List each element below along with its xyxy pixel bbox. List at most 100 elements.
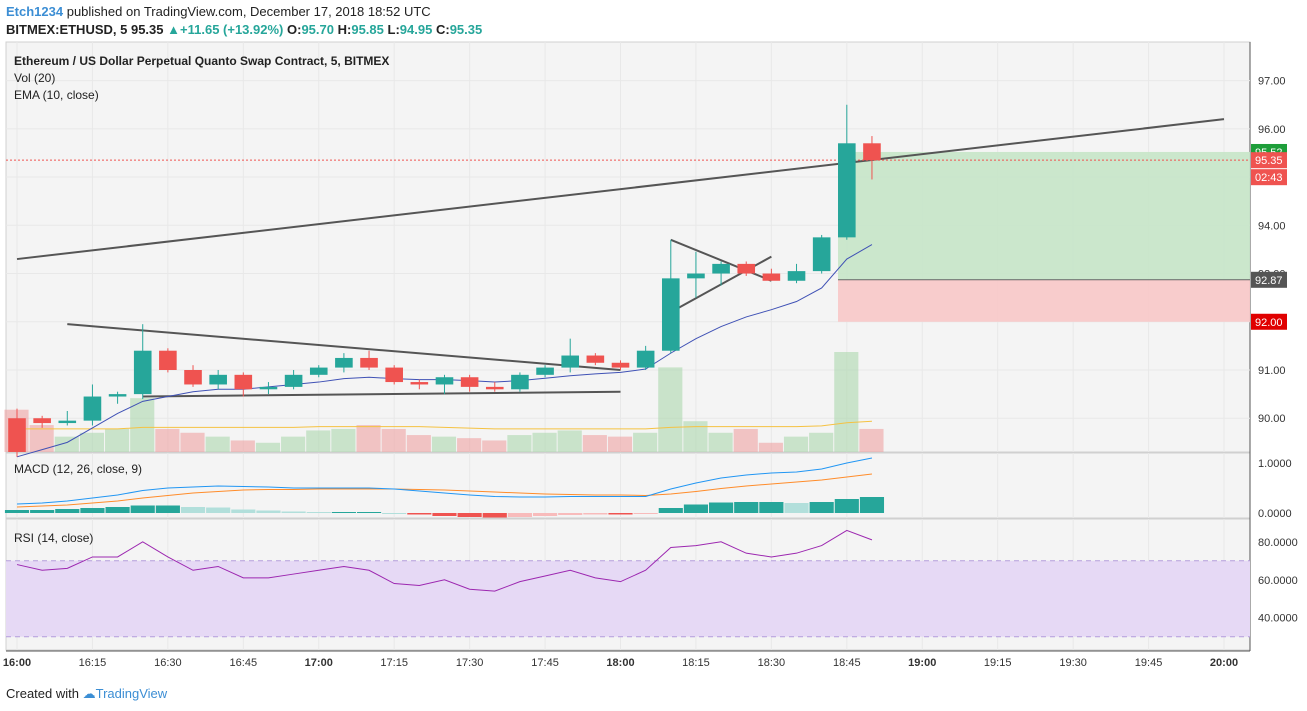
stop-price-badge: 92.00 [1255, 317, 1283, 329]
main-chart-title: Ethereum / US Dollar Perpetual Quanto Sw… [14, 54, 389, 68]
volume-bar [356, 425, 381, 452]
time-tick-label: 18:00 [606, 657, 634, 669]
macd-histogram-bar [608, 513, 633, 515]
symbol-label: BITMEX:ETHUSD, 5 [6, 22, 128, 37]
time-tick-label: 18:45 [833, 657, 861, 669]
macd-histogram-bar [809, 502, 834, 513]
candle-body [360, 357, 378, 368]
entry-price-badge: 92.87 [1255, 275, 1283, 287]
candle-body [284, 374, 303, 387]
volume-bar [683, 421, 708, 452]
macd-histogram-bar [80, 508, 105, 513]
macd-histogram-bar [709, 502, 734, 513]
candle-body [33, 418, 51, 424]
candle-body [83, 396, 102, 421]
high-label: H: [337, 22, 352, 37]
macd-line [16, 457, 873, 505]
macd-title: MACD (12, 26, close, 9) [14, 462, 142, 476]
candle-body [209, 374, 227, 385]
macd-histogram-bar [382, 513, 407, 514]
volume-bar [281, 436, 306, 452]
macd-histogram-bar [507, 513, 532, 517]
footer: Created with ☁TradingView [6, 686, 167, 702]
macd-tick-label: 0.0000 [1258, 508, 1292, 520]
ascending-trendline [16, 118, 1225, 261]
macd-histogram-bar [231, 509, 256, 513]
volume-bar [105, 428, 130, 452]
last-price: 95.35 [130, 22, 164, 37]
candle-body [133, 350, 152, 395]
price-tick-label: 94.00 [1258, 220, 1286, 232]
volume-bar [381, 428, 406, 452]
time-tick-label: 16:15 [79, 657, 107, 669]
volume-bar [733, 428, 758, 452]
macd-histogram-bar [180, 507, 206, 513]
candle-body [159, 350, 177, 370]
macd-histogram-bar [834, 499, 859, 513]
candle-body [385, 367, 403, 383]
volume-bar [783, 436, 809, 452]
tradingview-logo-icon[interactable]: ☁ [82, 686, 96, 701]
macd-histogram-bar [55, 509, 80, 513]
macd-histogram-bar [281, 511, 306, 513]
macd-histogram-bar [859, 497, 885, 513]
candle-body [586, 355, 605, 363]
rsi-band [6, 560, 1250, 637]
time-tick-label: 19:45 [1135, 657, 1163, 669]
rsi-tick-label: 40.0000 [1258, 613, 1298, 625]
candle-body [8, 418, 26, 452]
candle-body [108, 394, 127, 397]
volume-bar [532, 432, 557, 452]
candle-body [863, 143, 881, 161]
price-tick-label: 97.00 [1258, 76, 1286, 88]
low-label: L: [387, 22, 400, 37]
time-tick-label: 19:30 [1059, 657, 1087, 669]
volume-bar [708, 432, 733, 452]
candle-body [636, 350, 655, 368]
loss-zone [838, 279, 1250, 322]
last-price-badge: 95.35 [1255, 155, 1283, 167]
price-tick-label: 96.00 [1258, 124, 1286, 136]
macd-histogram-bar [482, 513, 507, 518]
candle-body [838, 143, 856, 238]
candle-body [410, 382, 429, 385]
countdown-badge-bg [1251, 169, 1287, 186]
author-link[interactable]: Etch1234 [6, 4, 64, 19]
volume-bar [306, 430, 331, 452]
tradingview-brand[interactable]: TradingView [95, 686, 168, 701]
volume-bar [230, 440, 255, 452]
entry-price-badge-bg [1251, 271, 1287, 288]
macd-histogram-bar [633, 513, 658, 514]
flag-top-line [670, 238, 772, 282]
stop-price-badge-bg [1251, 313, 1287, 330]
created-with-text: Created with [6, 686, 79, 701]
time-tick-label: 18:30 [758, 657, 786, 669]
candle-body [335, 357, 353, 368]
candle-body [661, 278, 680, 351]
volume-bar [180, 432, 205, 452]
macd-signal-line [16, 473, 873, 508]
macd-histogram-bar [407, 513, 432, 515]
volume-bar [79, 432, 105, 452]
macd-histogram-bar [331, 512, 356, 513]
pane-2 [5, 452, 1251, 519]
low-value: 94.95 [399, 22, 433, 37]
macd-histogram-bar [155, 505, 180, 513]
macd-histogram-bar [206, 507, 231, 513]
macd-histogram-bar [130, 505, 155, 513]
volume-bar [607, 436, 633, 452]
time-tick-label: 17:45 [531, 657, 559, 669]
price-tick-label: 91.00 [1258, 365, 1286, 377]
descending-trendline [67, 323, 621, 371]
volume-bar [557, 430, 582, 452]
indicator-label: EMA (10, close) [14, 88, 99, 102]
volume-bar [507, 435, 532, 452]
candle-body [309, 367, 328, 375]
volume-bar [155, 428, 180, 452]
volume-bar [130, 398, 155, 452]
candle-body [460, 377, 479, 387]
macd-histogram-bar [457, 513, 482, 517]
macd-histogram-bar [683, 504, 709, 513]
macd-histogram-bar [4, 510, 30, 513]
